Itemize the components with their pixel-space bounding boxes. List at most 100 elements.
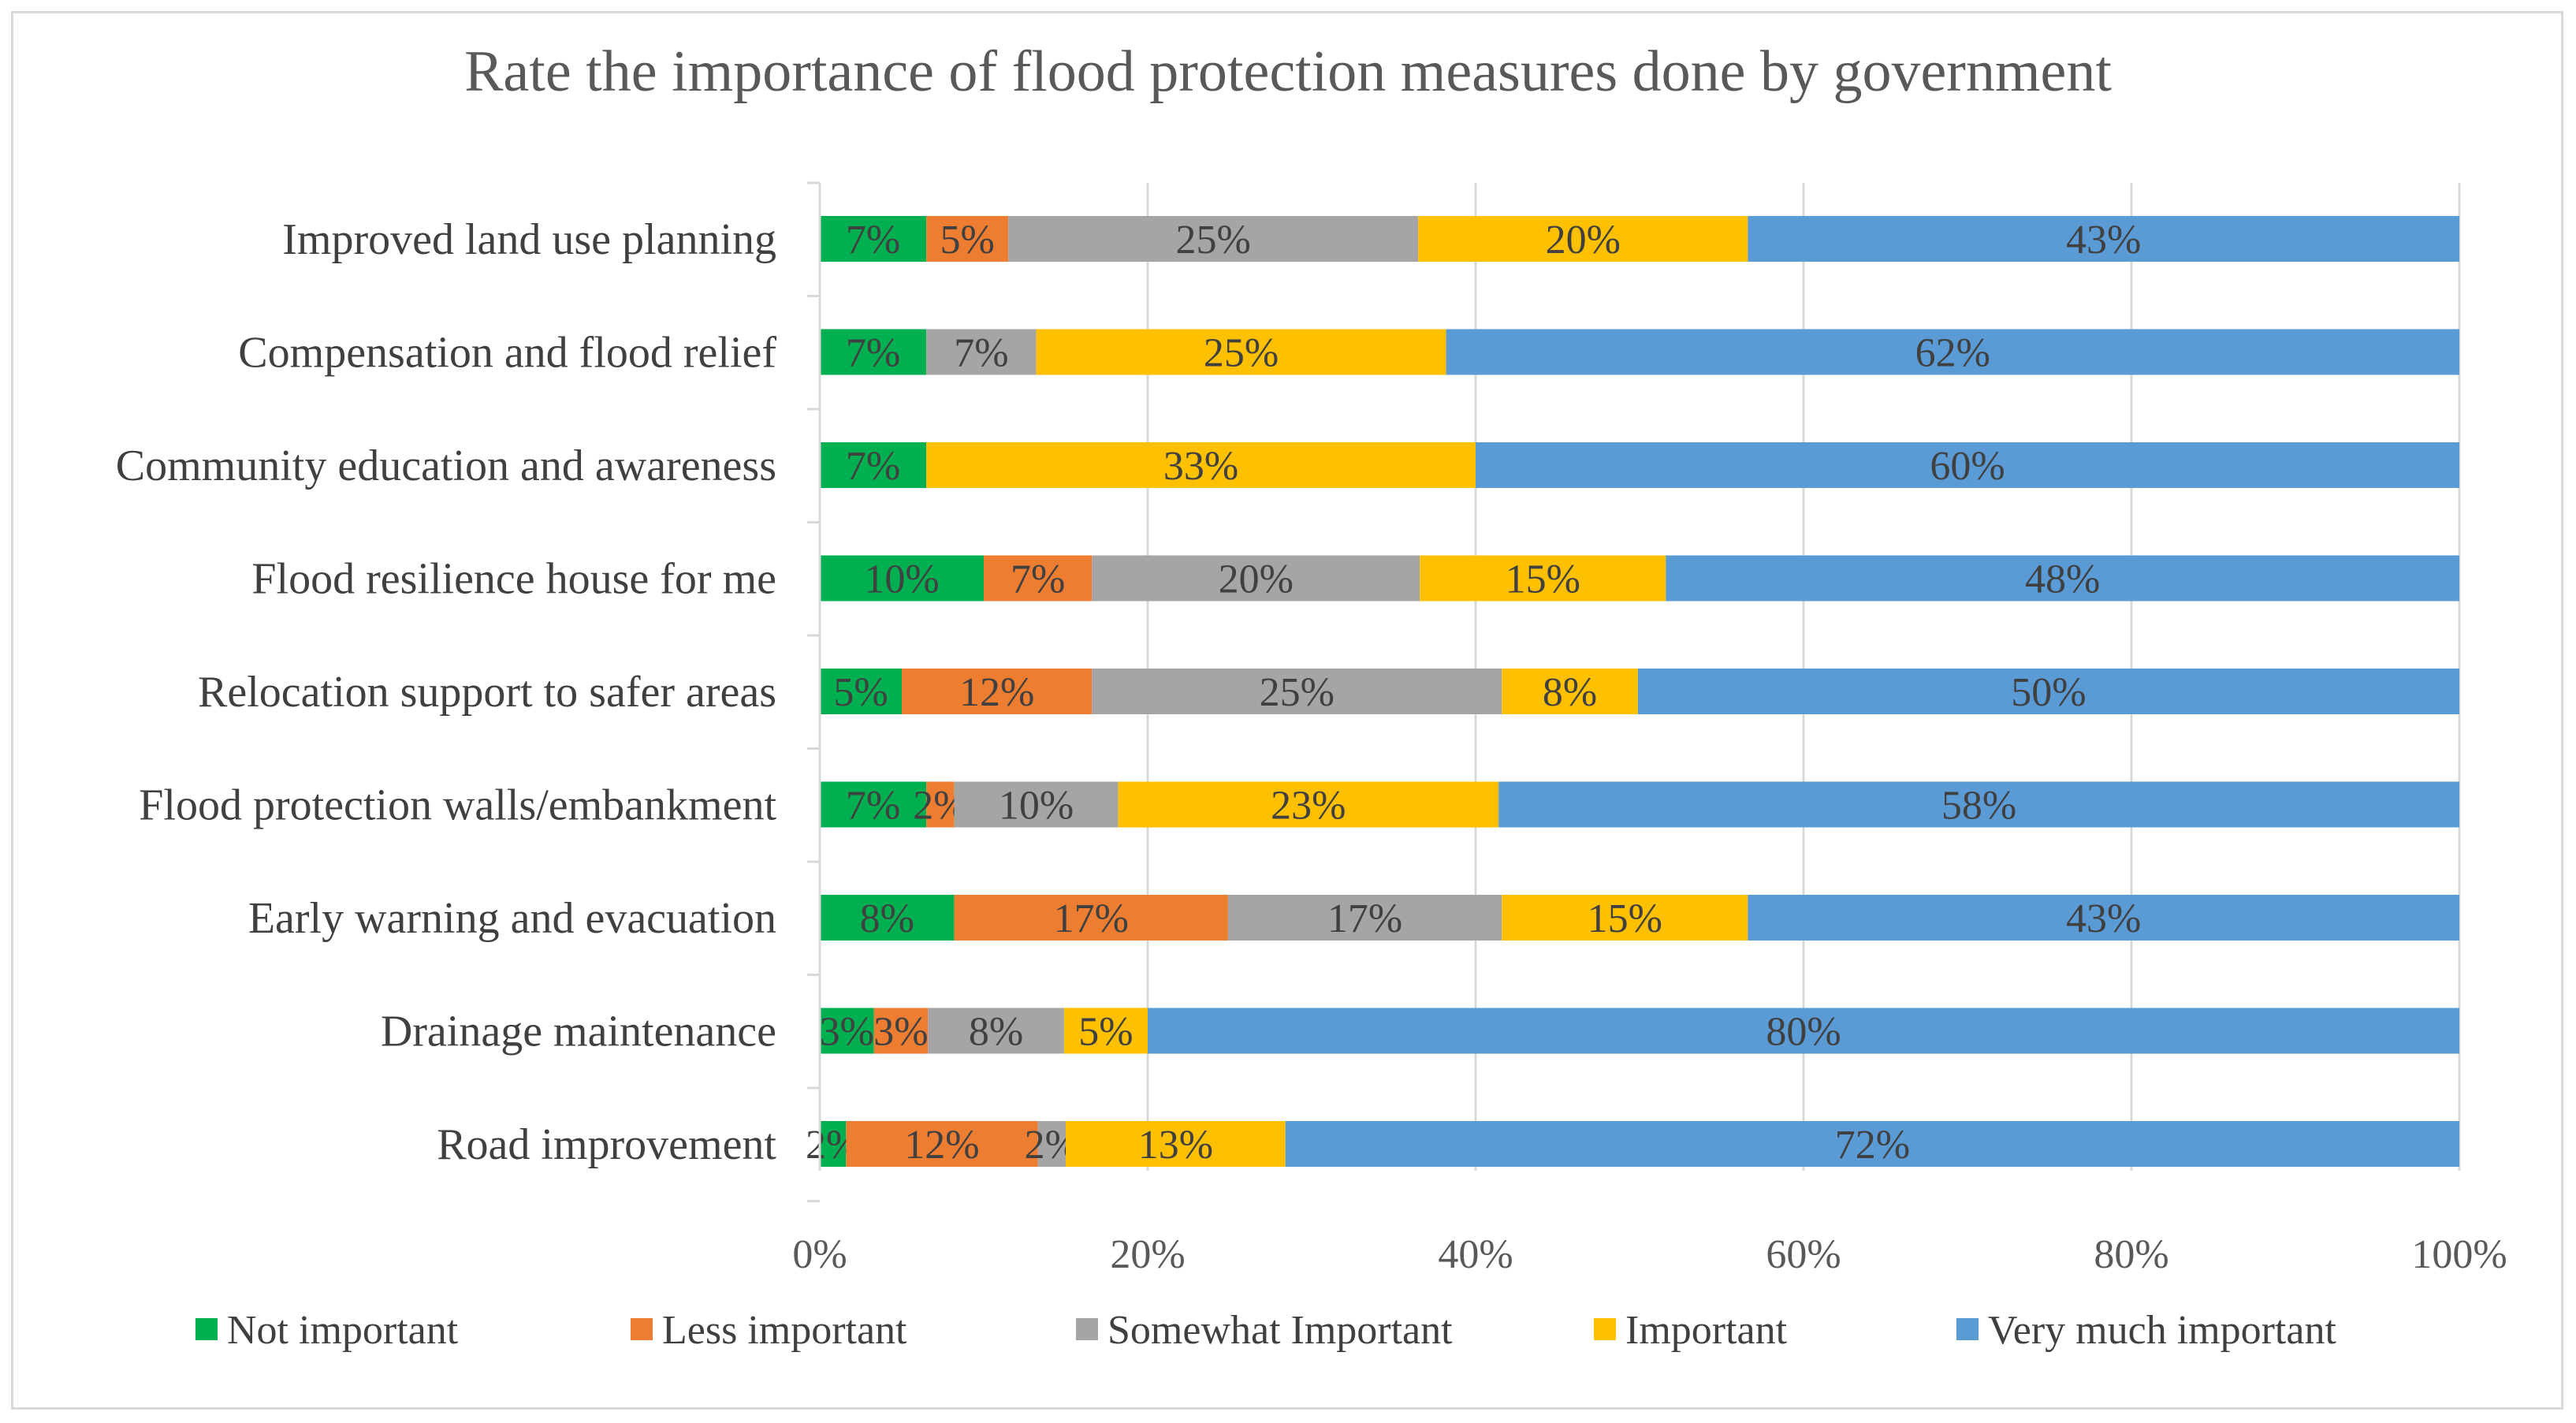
bar-segment (1092, 669, 1502, 714)
category-label: Drainage maintenance (381, 1008, 776, 1056)
bar-segment (926, 216, 1009, 262)
data-label: 60% (1930, 444, 2005, 489)
bar-segment (820, 1008, 874, 1054)
bar-segment (820, 895, 955, 941)
bar-segment (1285, 1121, 2459, 1167)
data-label: 17% (1054, 896, 1129, 941)
chart-title: Rate the importance of flood protection … (464, 39, 2112, 104)
data-label: 5% (1078, 1010, 1133, 1055)
data-label: 25% (1176, 218, 1251, 263)
bar-segment (1148, 1008, 2459, 1054)
bar-segment (954, 895, 1228, 941)
data-label: 13% (1138, 1123, 1213, 1168)
data-label: 58% (1941, 784, 2016, 829)
data-label: 7% (846, 331, 900, 376)
legend-label: Less important (662, 1308, 907, 1353)
data-label: 62% (1915, 331, 1990, 376)
bar-segment (1420, 555, 1666, 602)
x-tick-label: 40% (1438, 1232, 1513, 1277)
bar-segment (820, 442, 927, 488)
data-label: 10% (864, 557, 939, 602)
bar-segment (820, 669, 902, 714)
data-label: 25% (1204, 331, 1279, 376)
data-label: 7% (1011, 557, 1065, 602)
data-label: 8% (860, 896, 914, 941)
bar-segment (1748, 895, 2459, 941)
data-label: 72% (1835, 1123, 1910, 1168)
bar-segment (1446, 329, 2459, 375)
data-label: 17% (1327, 896, 1402, 941)
data-label: 3% (873, 1010, 928, 1055)
category-label: Flood resilience house for me (251, 555, 776, 604)
bar-segment (1637, 669, 2459, 714)
data-label: 20% (1219, 557, 1294, 602)
bar-segment (926, 329, 1037, 375)
data-label: 12% (959, 670, 1034, 715)
bar-segment (1502, 895, 1748, 941)
legend-swatch (1594, 1318, 1616, 1340)
data-label: 20% (1546, 218, 1621, 263)
data-label: 15% (1506, 557, 1580, 602)
category-label: Community education and awareness (116, 441, 776, 490)
legend-label: Not important (227, 1308, 459, 1353)
category-label: Compensation and flood relief (238, 329, 776, 378)
legend-label: Very much important (1988, 1308, 2336, 1353)
data-label: 15% (1588, 896, 1662, 941)
bar-segment (873, 1008, 929, 1054)
bar-segment (1418, 216, 1748, 262)
bar-segment (820, 1121, 847, 1167)
bar-segment (1227, 895, 1502, 941)
x-tick-label: 100% (2411, 1232, 2507, 1277)
legend-swatch (1076, 1318, 1098, 1340)
bar-segment (984, 555, 1093, 602)
legend-swatch (1956, 1318, 1979, 1340)
data-label: 5% (940, 218, 995, 263)
bar-segment (1063, 1008, 1148, 1054)
bars: 7% 5% 25% 20% 43% 7% 7% 25% 62% 7% 33% 60% 10% 7% 20% 1… (806, 216, 2459, 1168)
bar-segment (902, 669, 1093, 714)
data-label: 43% (2066, 896, 2141, 941)
bar-segment (820, 781, 927, 828)
bar-segment (820, 555, 984, 602)
legend-swatch (195, 1318, 218, 1340)
legend: Not important Less important Somewhat Impo… (195, 1308, 2336, 1353)
legend-label: Somewhat Important (1107, 1308, 1453, 1353)
data-label: 7% (954, 331, 1008, 376)
data-label: 25% (1260, 670, 1335, 715)
data-label: 8% (969, 1010, 1023, 1055)
bar-segment (928, 1008, 1064, 1054)
data-label: 7% (846, 784, 900, 829)
category-label: Road improvement (437, 1120, 776, 1169)
data-label: 12% (904, 1123, 979, 1168)
bar-segment (1666, 555, 2459, 602)
bar-segment (820, 329, 927, 375)
bar-segment (1092, 555, 1420, 602)
legend-swatch (631, 1318, 653, 1340)
data-label: 8% (1543, 670, 1597, 715)
data-label: 48% (2025, 557, 2100, 602)
data-label: 3% (820, 1010, 874, 1055)
data-label: 50% (2011, 670, 2086, 715)
category-label: Improved land use planning (282, 215, 776, 264)
bar-segment (926, 781, 955, 828)
chart-frame (11, 11, 2563, 1410)
category-label: Flood protection walls/embankment (139, 781, 776, 830)
data-label: 43% (2066, 218, 2141, 263)
bar-segment (820, 216, 927, 262)
bar-segment (1008, 216, 1419, 262)
bar-segment (1748, 216, 2459, 262)
x-tick-label: 60% (1766, 1232, 1841, 1277)
axes: 0% 20% 40% 60% 80% 100% Improved land use plan… (116, 181, 2507, 1277)
x-tick-label: 80% (2094, 1232, 2168, 1277)
bar-segment (954, 781, 1119, 828)
data-label: 5% (833, 670, 888, 715)
x-tick-label: 0% (792, 1232, 847, 1277)
category-label: Early warning and evacuation (248, 894, 776, 943)
data-label: 80% (1766, 1010, 1841, 1055)
category-label: Relocation support to safer areas (198, 668, 776, 717)
bar-segment (1118, 781, 1499, 828)
bar-segment (1066, 1121, 1286, 1167)
bar-segment (926, 442, 1476, 488)
